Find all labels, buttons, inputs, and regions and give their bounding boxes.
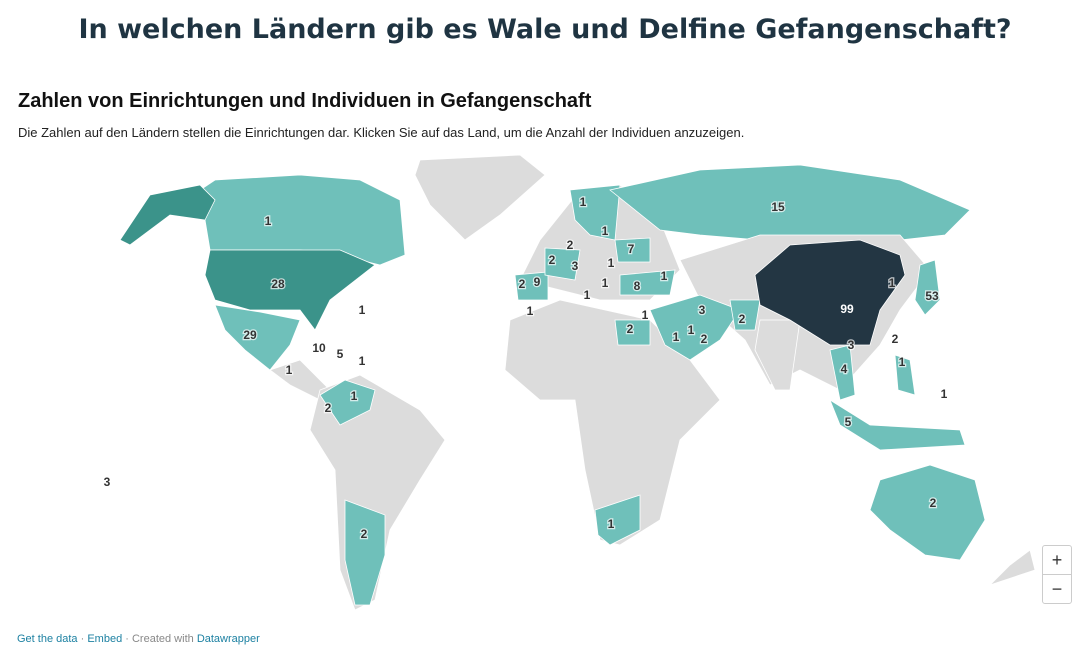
country-label: 9 bbox=[534, 275, 541, 289]
country-label: 3 bbox=[699, 303, 706, 317]
country-label: 53 bbox=[925, 289, 939, 303]
country[interactable] bbox=[204, 249, 376, 331]
country-label: 99 bbox=[840, 302, 854, 316]
country[interactable] bbox=[614, 319, 651, 346]
country[interactable] bbox=[609, 164, 971, 251]
separator: · bbox=[80, 633, 85, 645]
country-label: 10 bbox=[312, 341, 326, 355]
country-label: 4 bbox=[841, 362, 848, 376]
country-label: 28 bbox=[271, 277, 285, 291]
country-label: 2 bbox=[701, 332, 708, 346]
country-label: 1 bbox=[359, 303, 366, 317]
country[interactable] bbox=[199, 174, 406, 266]
country-label: 1 bbox=[580, 195, 587, 209]
country[interactable] bbox=[829, 344, 856, 401]
country-label: 1 bbox=[265, 214, 272, 228]
country-label: 1 bbox=[899, 355, 906, 369]
land bbox=[309, 374, 446, 611]
country-label: 2 bbox=[519, 277, 526, 291]
title: In welchen Ländern gib es Wale und Delfi… bbox=[78, 14, 1012, 45]
country[interactable] bbox=[319, 379, 376, 426]
country[interactable] bbox=[894, 354, 916, 396]
land bbox=[414, 154, 546, 241]
zoom-in[interactable]: + bbox=[1051, 550, 1063, 570]
country-label: 1 bbox=[642, 308, 649, 322]
country-label: 1 bbox=[351, 389, 358, 403]
country[interactable] bbox=[569, 184, 621, 241]
country-label: 3 bbox=[572, 259, 579, 273]
land bbox=[504, 299, 721, 546]
country-label: 1 bbox=[527, 304, 534, 318]
country-label: 2 bbox=[930, 496, 937, 510]
credit: · Created with bbox=[125, 633, 194, 645]
country[interactable] bbox=[214, 304, 301, 371]
country-label: 3 bbox=[104, 475, 111, 489]
country[interactable] bbox=[514, 271, 549, 301]
country-label: 1 bbox=[602, 276, 609, 290]
subtitle: Zahlen von Einrichtungen und Individuen … bbox=[18, 90, 592, 112]
country-label: 2 bbox=[739, 312, 746, 326]
country-label: 2 bbox=[361, 527, 368, 541]
land bbox=[754, 319, 801, 391]
zoom-control: + − bbox=[1042, 545, 1072, 604]
country-label: 7 bbox=[628, 242, 635, 256]
country-label: 3 bbox=[848, 338, 855, 352]
description: Die Zahlen auf den Ländern stellen die E… bbox=[18, 125, 745, 140]
country-label: 1 bbox=[286, 363, 293, 377]
country[interactable] bbox=[754, 239, 906, 346]
country-label: 2 bbox=[627, 322, 634, 336]
country-label: 1 bbox=[941, 387, 948, 401]
embed-link[interactable]: Embed bbox=[87, 633, 123, 645]
zoom-out[interactable]: − bbox=[1043, 574, 1071, 603]
country[interactable] bbox=[594, 494, 641, 546]
country-label: 1 bbox=[602, 224, 609, 238]
country[interactable] bbox=[344, 499, 386, 606]
country-label: 5 bbox=[845, 415, 852, 429]
country-label: 1 bbox=[688, 323, 695, 337]
country-label: 5 bbox=[337, 347, 344, 361]
country-label: 1 bbox=[359, 354, 366, 368]
country-label: 2 bbox=[549, 253, 556, 267]
country-label: 1 bbox=[608, 256, 615, 270]
country-label: 1 bbox=[661, 269, 668, 283]
footer: Get the data · Embed · Created with Data… bbox=[17, 633, 260, 645]
country-label: 29 bbox=[243, 328, 257, 342]
country-label: 2 bbox=[325, 401, 332, 415]
country-label: 2 bbox=[567, 238, 574, 252]
country[interactable] bbox=[914, 259, 941, 316]
country[interactable] bbox=[619, 269, 676, 296]
tool-link[interactable]: Datawrapper bbox=[196, 633, 260, 645]
country-label: 1 bbox=[584, 288, 591, 302]
country[interactable] bbox=[544, 247, 581, 281]
country-label: 1 bbox=[673, 330, 680, 344]
country-label: 2 bbox=[892, 332, 899, 346]
country-label: 15 bbox=[771, 200, 785, 214]
country[interactable] bbox=[119, 184, 216, 246]
get-data-link[interactable]: Get the data bbox=[17, 633, 78, 645]
country-label: 1 bbox=[889, 276, 896, 290]
country[interactable] bbox=[614, 237, 651, 263]
country-label: 8 bbox=[634, 279, 641, 293]
land bbox=[989, 549, 1036, 586]
country[interactable] bbox=[869, 464, 986, 561]
country[interactable] bbox=[829, 399, 966, 451]
country[interactable] bbox=[729, 299, 761, 331]
country-label: 1 bbox=[608, 517, 615, 531]
country[interactable] bbox=[649, 294, 741, 361]
